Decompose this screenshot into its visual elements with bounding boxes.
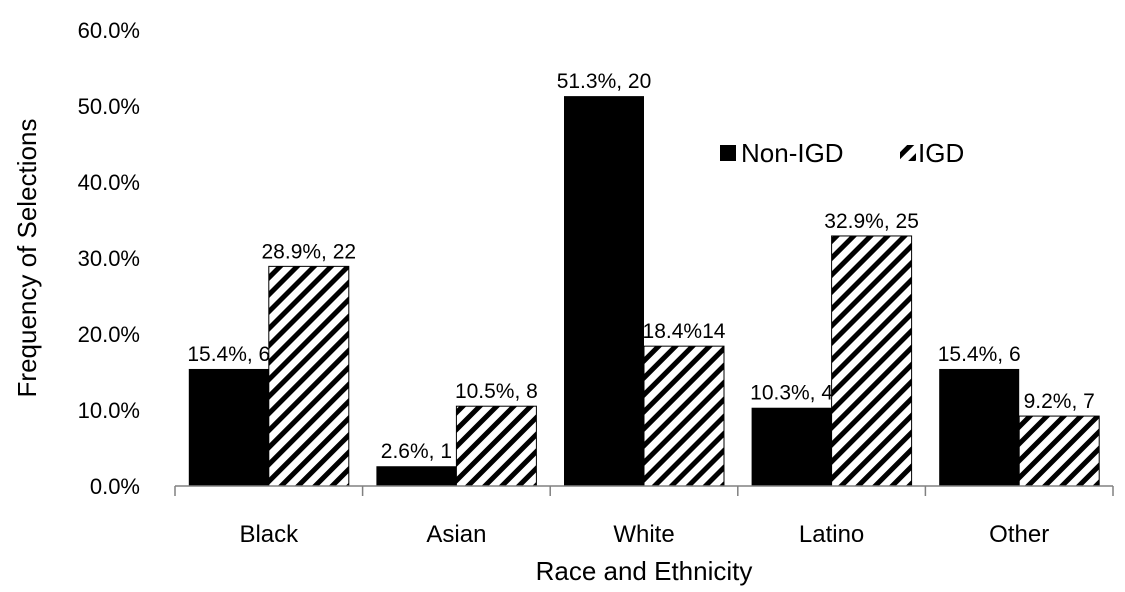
x-tick-label: Asian [426,521,486,548]
legend-label: Non-IGD [741,138,844,168]
data-label: 9.2%, 7 [1024,390,1095,413]
bar-non-igd-other [939,368,1020,486]
data-labels: 15.4%, 6 2.6%, 1 51.3%, 20 10.3%, 4 15.4%, 6… [187,70,1094,463]
data-label: 10.3%, 4 [750,382,833,405]
data-label: 2.6%, 1 [381,440,452,463]
y-tick-label: 20.0% [78,322,140,347]
legend: Non-IGD IGD [720,138,964,168]
data-label: 28.9%, 22 [262,240,357,263]
y-tick-label: 30.0% [78,246,140,271]
x-axis-title: Race and Ethnicity [536,556,753,586]
data-label: 15.4%, 6 [938,343,1021,366]
legend-swatch [900,145,916,161]
bar-igd-other [1018,415,1100,487]
x-tick-label: Other [989,521,1049,548]
data-label: 51.3%, 20 [557,70,652,93]
data-label: 18.4%14 [643,320,726,343]
x-axis: Black Asian White Latino Other [174,485,1114,548]
y-tick-label: 0.0% [90,474,140,499]
bar-non-igd-latino [751,407,832,486]
bar-igd-black [268,265,350,487]
y-tick-label: 60.0% [78,18,140,43]
bar-igd-asian [455,405,537,487]
data-label: 10.5%, 8 [455,380,538,403]
y-tick-label: 10.0% [78,398,140,423]
data-label: 15.4%, 6 [187,343,270,366]
y-axis-title: Frequency of Selections [12,119,42,398]
legend-swatch [720,145,736,161]
bar-non-igd-white [564,96,644,487]
x-tick-label: White [613,521,674,548]
y-tick-label: 40.0% [78,170,140,195]
bars [188,96,1100,487]
x-tick-label: Latino [799,521,864,548]
legend-label: IGD [918,138,964,168]
y-tick-label: 50.0% [78,94,140,119]
y-axis-ticks: 0.0% 10.0% 20.0% 30.0% 40.0% 50.0% 60.0% [78,18,140,499]
bar-igd-latino [831,235,913,487]
bar-non-igd-black [188,368,269,486]
bar-igd-white [643,345,725,487]
data-label: 32.9%, 25 [824,210,919,233]
bar-non-igd-asian [376,466,457,486]
x-tick-label: Black [239,521,299,548]
